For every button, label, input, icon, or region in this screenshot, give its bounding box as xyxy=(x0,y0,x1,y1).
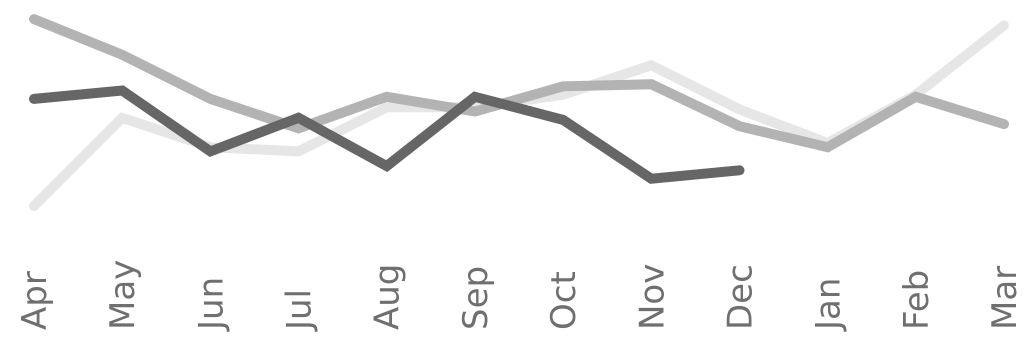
x-tick-label: Jan xyxy=(809,278,849,332)
series-line-3 xyxy=(29,85,745,184)
x-tick-label: Oct xyxy=(544,271,584,330)
x-tick-label: Mar xyxy=(985,266,1025,330)
x-tick-label: May xyxy=(103,260,143,330)
x-axis-ticks: Apr May Jun Jul Aug Sep Oct Nov Dec Jan Feb Mar xyxy=(15,260,1025,332)
x-tick-label: Jul xyxy=(280,289,320,332)
x-tick-label: Dec xyxy=(720,264,760,330)
series-line-1 xyxy=(29,20,1009,211)
x-tick-label: Feb xyxy=(897,270,937,330)
x-tick-label: Nov xyxy=(632,264,672,330)
series-layer xyxy=(29,14,1009,211)
x-tick-label: Jun xyxy=(191,277,231,332)
x-tick-label: Sep xyxy=(456,266,496,330)
series-line-2 xyxy=(29,14,1009,153)
x-tick-label: Aug xyxy=(368,264,408,330)
x-tick-label: Apr xyxy=(15,271,55,330)
